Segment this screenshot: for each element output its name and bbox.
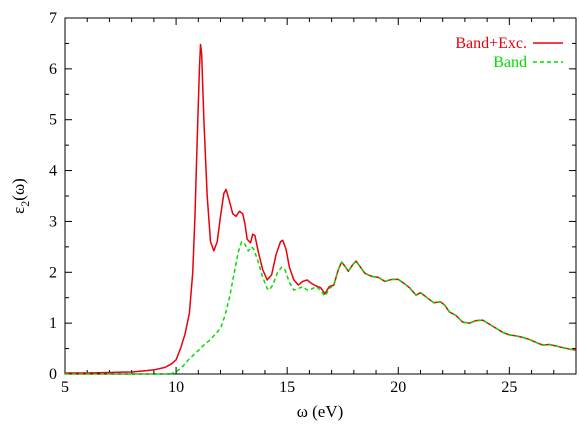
axis-ticks xyxy=(64,17,577,375)
plot-frame xyxy=(64,17,577,375)
y-tick-label: 7 xyxy=(49,10,57,27)
x-axis-title: ω (eV) xyxy=(297,402,344,421)
axis-tick-labels: 5 10 15 20 25 0 1 2 3 4 5 6 7 xyxy=(49,10,517,396)
y-tick-label: 2 xyxy=(49,264,57,281)
series-line-band xyxy=(65,241,577,375)
y-axis-title-symbol: ε xyxy=(9,207,28,214)
x-tick-label: 5 xyxy=(61,379,69,396)
x-tick-label: 25 xyxy=(501,379,517,396)
y-tick-label: 6 xyxy=(49,61,57,78)
x-tick-label: 10 xyxy=(168,379,184,396)
y-tick-label: 4 xyxy=(49,163,57,180)
y-axis-title: ε2(ω) xyxy=(9,178,32,214)
y-axis-title-subscript: 2 xyxy=(18,201,32,207)
x-tick-label: 15 xyxy=(279,379,295,396)
y-axis-title-text: ε2(ω) xyxy=(9,178,32,214)
series-lines xyxy=(65,43,577,375)
legend-label-band-exc: Band+Exc. xyxy=(455,35,527,52)
y-tick-label: 0 xyxy=(49,366,57,383)
series-line-band-exc xyxy=(65,43,577,374)
legend: Band+Exc. Band xyxy=(455,35,563,71)
legend-label-band: Band xyxy=(493,54,527,71)
y-tick-label: 5 xyxy=(49,112,57,129)
y-tick-label: 3 xyxy=(49,213,57,230)
y-tick-label: 1 xyxy=(49,315,57,332)
y-axis-title-argument: (ω) xyxy=(9,178,28,201)
x-tick-label: 20 xyxy=(390,379,406,396)
